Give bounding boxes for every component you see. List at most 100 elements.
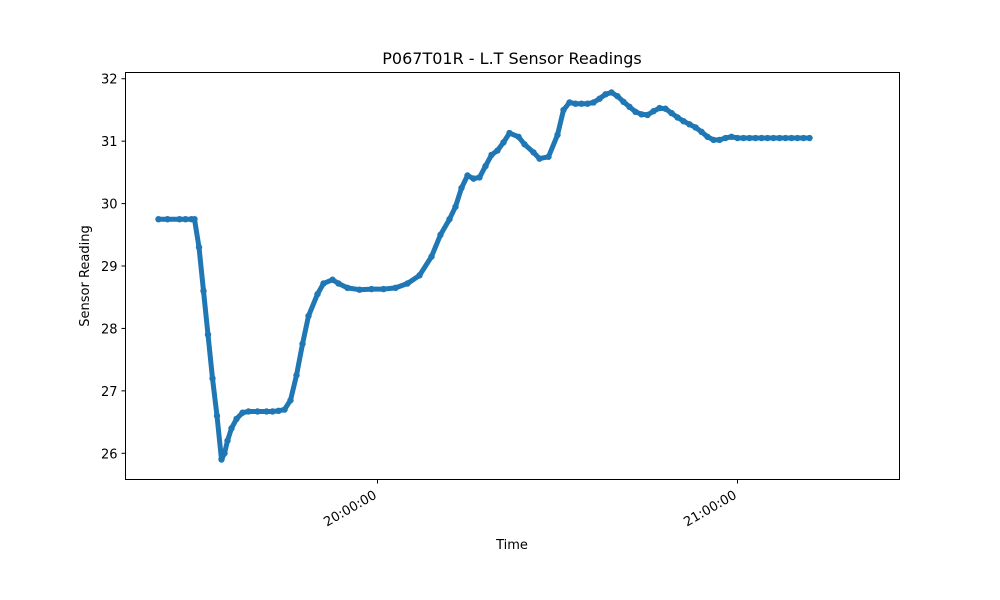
data-point bbox=[218, 456, 225, 463]
data-point bbox=[356, 286, 363, 293]
data-point bbox=[572, 100, 579, 107]
data-point bbox=[602, 91, 609, 98]
y-tick-label: 28 bbox=[101, 322, 118, 337]
data-point bbox=[776, 134, 783, 142]
chart-title: P067T01R - L.T Sensor Readings bbox=[382, 49, 641, 68]
data-point bbox=[608, 89, 615, 96]
data-point bbox=[530, 149, 537, 156]
data-point bbox=[204, 331, 212, 338]
data-point bbox=[458, 184, 465, 192]
data-point bbox=[221, 450, 228, 457]
data-point bbox=[626, 103, 633, 111]
data-point bbox=[770, 134, 777, 142]
data-point bbox=[800, 134, 807, 142]
data-point bbox=[740, 134, 747, 142]
data-point bbox=[698, 128, 705, 136]
data-point bbox=[213, 412, 221, 420]
data-point bbox=[320, 280, 327, 287]
data-point bbox=[416, 272, 423, 279]
x-axis-label: Time bbox=[495, 538, 528, 553]
data-point bbox=[224, 437, 231, 444]
data-point bbox=[482, 162, 489, 170]
data-point bbox=[404, 280, 411, 287]
x-tick-label: 21:00:00 bbox=[681, 488, 739, 530]
data-point bbox=[500, 139, 507, 146]
data-point bbox=[176, 215, 183, 223]
data-point bbox=[746, 134, 753, 142]
y-tick-label: 29 bbox=[101, 260, 118, 275]
data-point bbox=[584, 100, 591, 107]
data-point bbox=[680, 117, 687, 125]
data-point bbox=[644, 111, 651, 119]
data-point bbox=[329, 276, 336, 283]
data-point bbox=[287, 397, 294, 404]
data-point bbox=[620, 98, 627, 106]
data-point bbox=[428, 253, 435, 260]
data-point bbox=[674, 114, 681, 121]
data-point bbox=[305, 312, 312, 320]
series-trace bbox=[156, 90, 812, 462]
data-point bbox=[728, 133, 735, 140]
data-point bbox=[722, 134, 729, 142]
data-point bbox=[596, 95, 603, 102]
data-point bbox=[686, 121, 693, 128]
data-point bbox=[245, 408, 252, 415]
data-point bbox=[368, 285, 375, 293]
data-point bbox=[650, 108, 657, 115]
data-point bbox=[554, 131, 561, 139]
y-tick-label: 32 bbox=[101, 73, 118, 88]
data-series bbox=[155, 89, 813, 463]
data-point bbox=[668, 109, 675, 117]
x-axis: 20:00:00 21:00:00 bbox=[321, 479, 740, 530]
data-point bbox=[470, 175, 477, 182]
data-point bbox=[209, 375, 216, 382]
data-point bbox=[195, 244, 203, 251]
data-point bbox=[734, 134, 741, 142]
data-point bbox=[254, 408, 261, 415]
data-point bbox=[704, 133, 711, 140]
data-point bbox=[392, 284, 399, 292]
data-point bbox=[752, 134, 759, 142]
data-point bbox=[299, 340, 306, 348]
data-point bbox=[614, 93, 621, 100]
data-point bbox=[716, 136, 723, 144]
data-point bbox=[452, 203, 459, 210]
data-point bbox=[758, 134, 765, 142]
data-point bbox=[560, 106, 567, 114]
data-point bbox=[228, 425, 235, 432]
data-point bbox=[269, 408, 276, 415]
y-axis-label: Sensor Reading bbox=[78, 225, 93, 326]
y-tick-label: 27 bbox=[101, 385, 118, 400]
data-point bbox=[545, 153, 552, 160]
y-tick-label: 30 bbox=[101, 198, 118, 213]
data-point bbox=[515, 133, 522, 140]
data-point bbox=[275, 407, 282, 415]
data-point bbox=[200, 287, 207, 295]
data-point bbox=[446, 215, 453, 223]
data-point bbox=[233, 415, 240, 423]
data-point bbox=[536, 155, 543, 162]
data-point bbox=[632, 108, 639, 116]
data-point bbox=[506, 129, 513, 137]
data-point bbox=[191, 215, 198, 223]
data-point bbox=[488, 151, 495, 159]
data-point bbox=[662, 105, 669, 112]
data-point bbox=[164, 215, 171, 223]
data-point bbox=[239, 409, 246, 416]
data-point bbox=[335, 280, 342, 287]
y-tick-label: 31 bbox=[101, 135, 118, 150]
data-point bbox=[263, 408, 270, 415]
data-point bbox=[281, 406, 288, 413]
data-point bbox=[521, 141, 528, 148]
data-point bbox=[566, 99, 573, 106]
data-point bbox=[293, 372, 300, 379]
data-point bbox=[656, 104, 663, 112]
data-point bbox=[692, 124, 699, 131]
data-point bbox=[638, 111, 645, 118]
data-point bbox=[788, 134, 795, 142]
data-point bbox=[590, 99, 597, 106]
data-point bbox=[494, 147, 501, 154]
y-axis: 26 27 28 29 30 31 32 bbox=[101, 73, 126, 462]
data-point bbox=[476, 174, 483, 181]
